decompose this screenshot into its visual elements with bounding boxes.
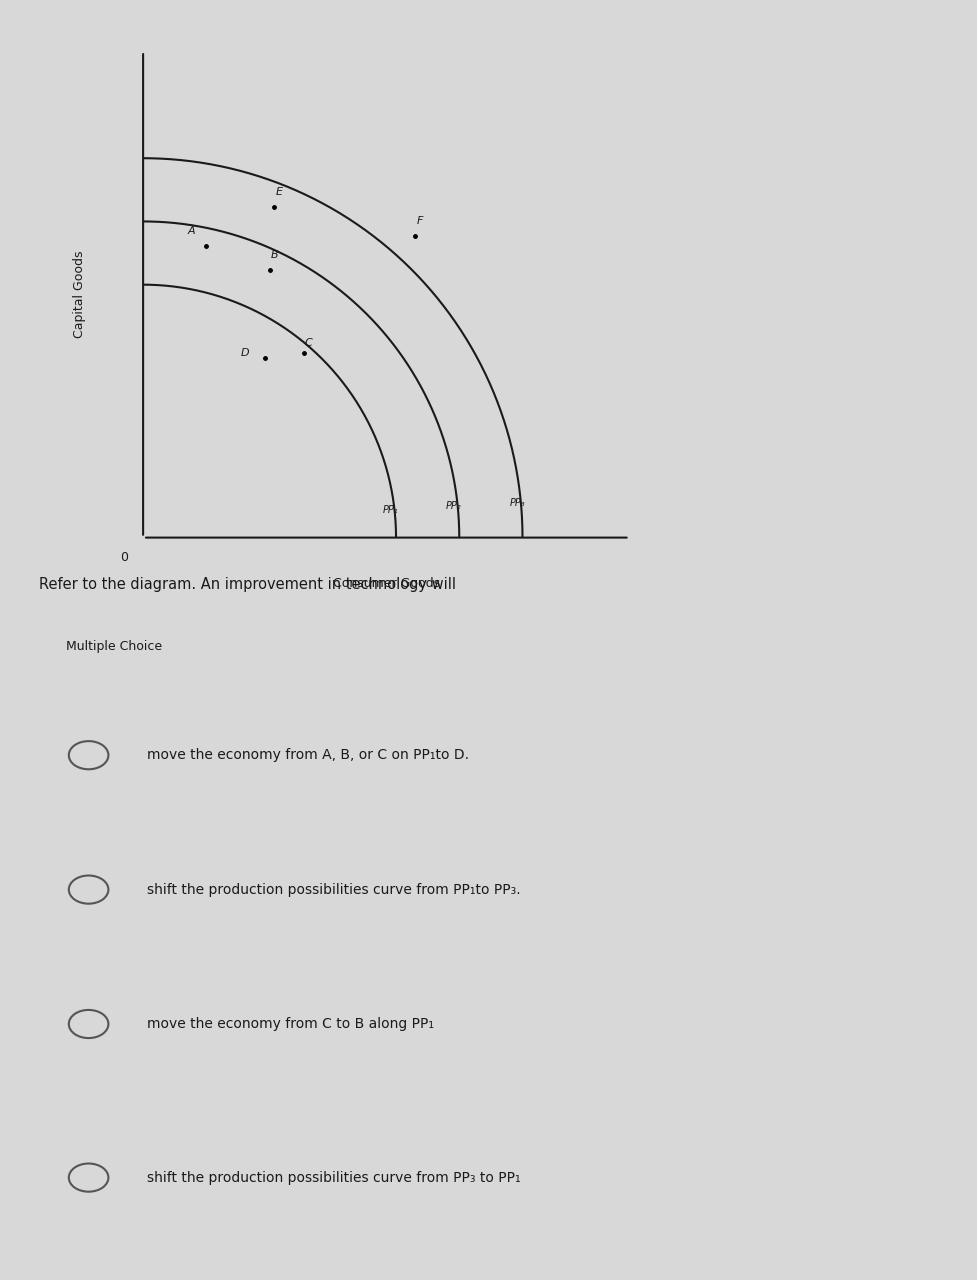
- Text: F: F: [417, 216, 423, 227]
- Text: A: A: [188, 227, 195, 237]
- Text: move the economy from C to B along PP₁: move the economy from C to B along PP₁: [147, 1018, 434, 1030]
- Text: Capital Goods: Capital Goods: [73, 251, 86, 338]
- Text: shift the production possibilities curve from PP₁to PP₃.: shift the production possibilities curve…: [147, 883, 520, 896]
- Text: Multiple Choice: Multiple Choice: [66, 640, 162, 653]
- Text: PP₃: PP₃: [509, 498, 525, 508]
- Text: shift the production possibilities curve from PP₃ to PP₁: shift the production possibilities curve…: [147, 1171, 520, 1184]
- Text: D: D: [240, 348, 249, 358]
- Text: Refer to the diagram. An improvement in technology will: Refer to the diagram. An improvement in …: [39, 577, 455, 593]
- Text: B: B: [271, 251, 278, 261]
- Text: 0: 0: [119, 550, 128, 563]
- Text: PP₂: PP₂: [446, 502, 461, 511]
- Text: E: E: [276, 187, 282, 197]
- Text: move the economy from A, B, or C on PP₁to D.: move the economy from A, B, or C on PP₁t…: [147, 749, 469, 762]
- Text: PP₁: PP₁: [383, 504, 399, 515]
- Text: C: C: [304, 338, 312, 348]
- Text: Consumer Goods: Consumer Goods: [332, 576, 440, 590]
